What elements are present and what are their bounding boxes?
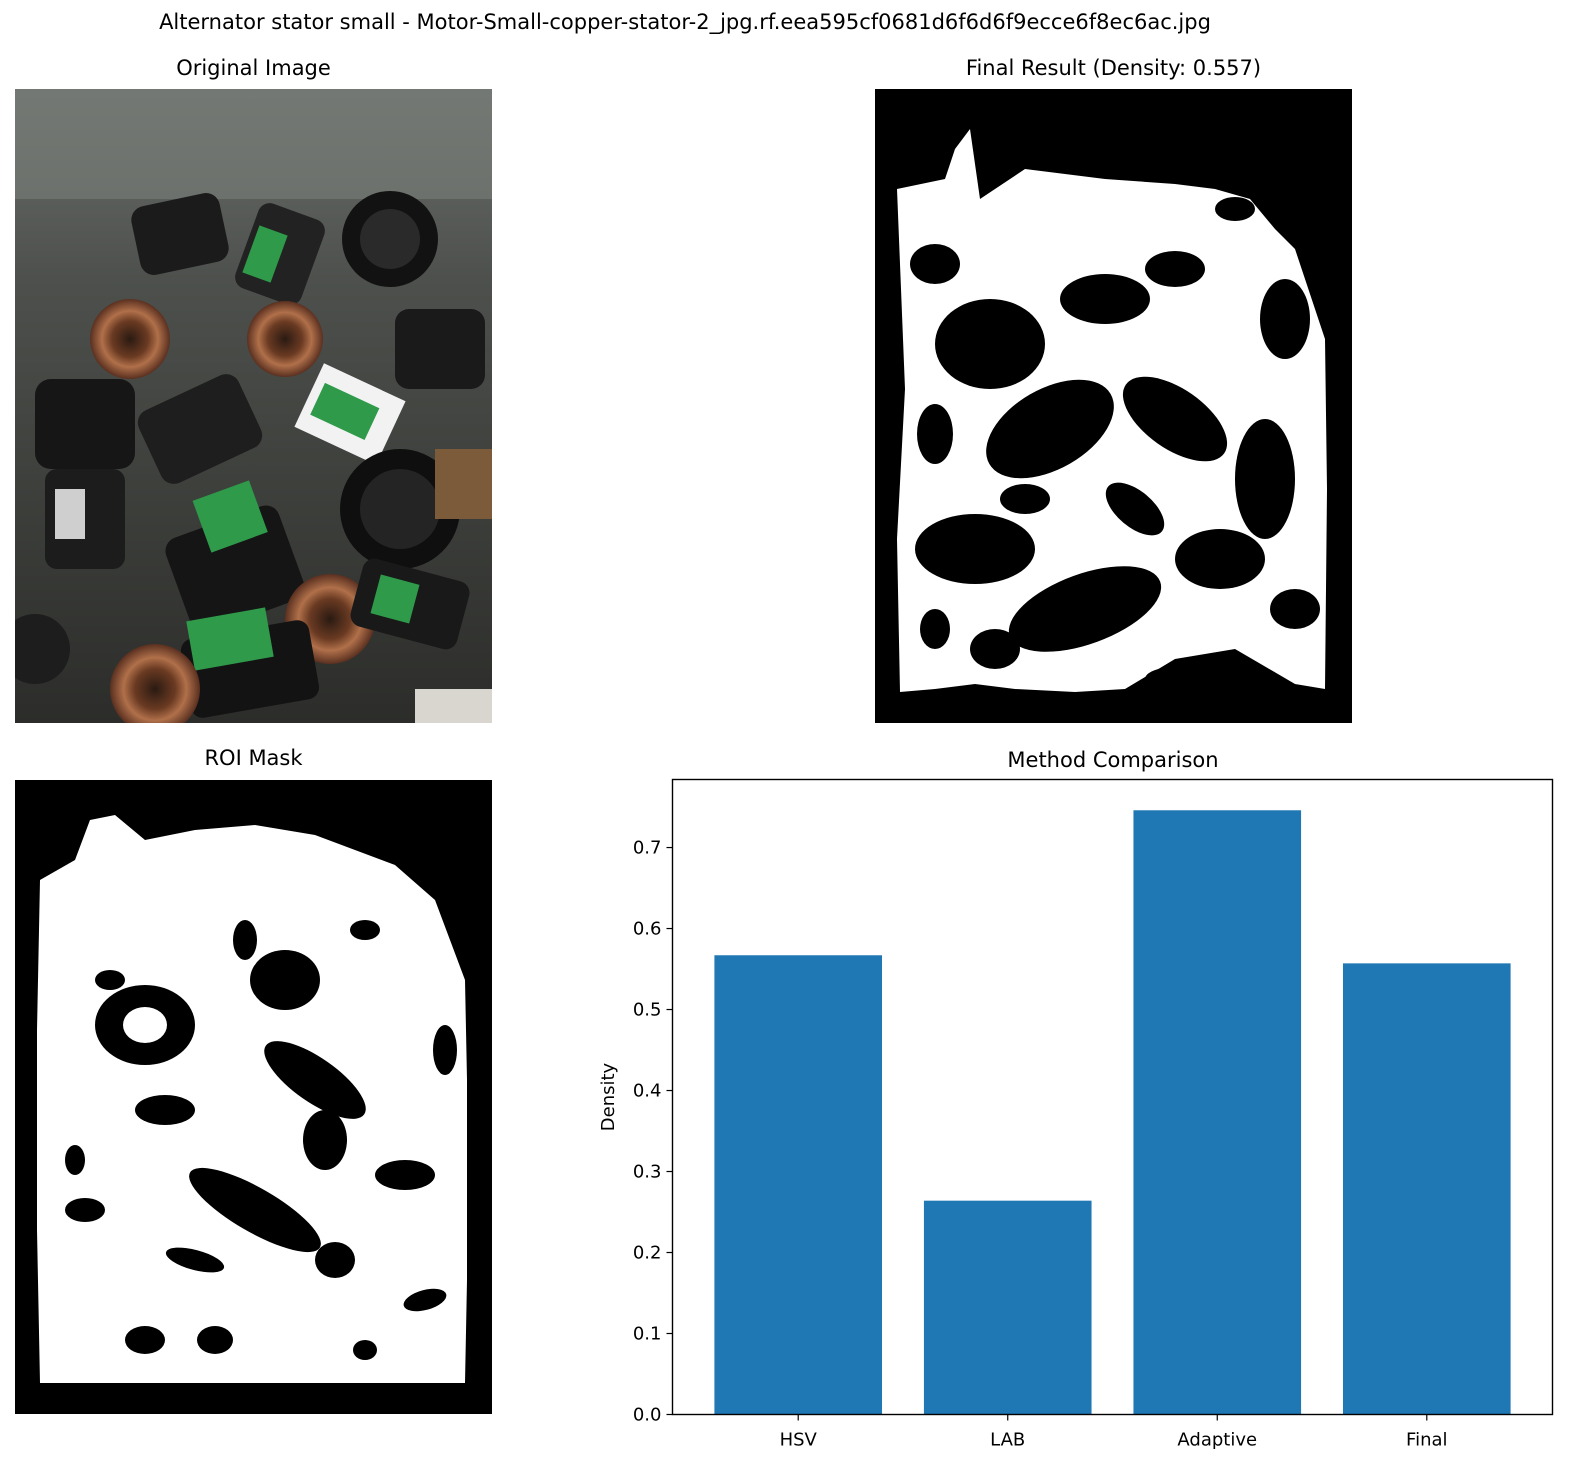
roi-mask: [15, 780, 492, 1414]
y-tick-label: 0.5: [633, 1000, 662, 1021]
y-tick-label: 0.0: [633, 1405, 662, 1426]
y-tick-label: 0.3: [633, 1162, 662, 1183]
figure-suptitle: Alternator stator small - Motor-Small-co…: [159, 10, 1211, 34]
chart-title: Method Comparison: [1007, 748, 1218, 772]
plot-frame: [671, 778, 1554, 1416]
x-tick-label: Adaptive: [1177, 1430, 1257, 1451]
original-image-title: Original Image: [176, 56, 331, 80]
bar-lab: [923, 1200, 1092, 1415]
final-result-title: Final Result (Density: 0.557): [965, 56, 1262, 80]
y-tick-label: 0.6: [633, 919, 662, 940]
roi-mask-title: ROI Mask: [204, 746, 303, 770]
bars-group: [714, 810, 1511, 1415]
y-tick-label: 0.7: [633, 838, 662, 859]
x-ticks: HSV LAB Adaptive Final: [780, 1414, 1448, 1451]
bar-final: [1342, 963, 1511, 1415]
y-ticks: 0.0 0.1 0.2 0.3 0.4 0.5 0.6 0.7: [633, 838, 673, 1426]
bar-adaptive: [1133, 810, 1302, 1415]
y-tick-label: 0.1: [633, 1324, 662, 1345]
final-result-mask: [875, 89, 1352, 723]
y-tick-label: 0.2: [633, 1243, 662, 1264]
bar-hsv: [714, 955, 883, 1415]
original-image: [15, 89, 492, 723]
x-tick-label: HSV: [780, 1430, 818, 1451]
motor-pile: [15, 191, 492, 723]
x-tick-label: LAB: [990, 1430, 1025, 1451]
x-tick-label: Final: [1406, 1430, 1447, 1451]
y-axis-label: Density: [598, 1062, 619, 1131]
y-tick-label: 0.4: [633, 1081, 662, 1102]
